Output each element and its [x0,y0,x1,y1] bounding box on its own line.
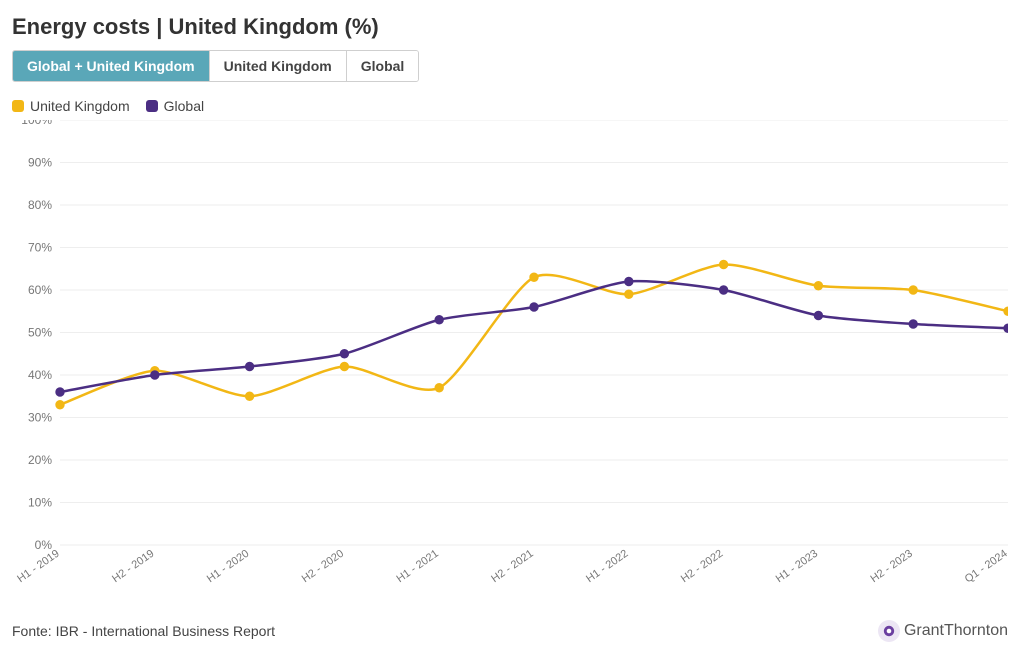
legend-label: Global [164,98,204,114]
legend-item-1[interactable]: Global [146,98,204,114]
data-point[interactable] [625,290,633,298]
chart-title: Energy costs | United Kingdom (%) [12,14,1008,40]
legend-label: United Kingdom [30,98,130,114]
data-point[interactable] [530,303,538,311]
legend-swatch-icon [146,100,158,112]
tab-2[interactable]: Global [347,51,419,81]
x-tick-label: H2 - 2019 [110,548,156,586]
x-tick-label: H2 - 2022 [679,548,725,586]
data-point[interactable] [435,384,443,392]
data-point[interactable] [435,316,443,324]
data-point[interactable] [625,277,633,285]
data-point[interactable] [245,362,253,370]
y-tick-label: 70% [28,241,52,255]
x-tick-label: H1 - 2020 [205,548,251,586]
chart-legend: United Kingdom Global [12,98,1008,114]
y-tick-label: 0% [35,538,53,552]
tab-0[interactable]: Global + United Kingdom [13,51,210,81]
line-chart-svg: 0% 10% 20% 30% 40% 50% 60% 70% 80% 90% 100% H1 - 20… [12,120,1008,590]
y-tick-label: 90% [28,156,52,170]
data-point[interactable] [909,286,917,294]
data-point[interactable] [245,392,253,400]
y-tick-label: 40% [28,368,52,382]
x-tick-label: H1 - 2019 [15,548,61,586]
x-tick-label: Q1 - 2024 [963,548,1008,586]
data-point[interactable] [340,362,348,370]
y-tick-label: 80% [28,198,52,212]
x-tick-label: H1 - 2022 [584,548,630,586]
x-tick-label: H2 - 2020 [300,548,346,586]
data-point[interactable] [814,311,822,319]
x-tick-label: H2 - 2023 [868,548,914,586]
tab-1[interactable]: United Kingdom [210,51,347,81]
data-point[interactable] [151,371,159,379]
brand-mark-icon [878,620,900,642]
y-tick-label: 50% [28,326,52,340]
data-point[interactable] [340,350,348,358]
y-tick-label: 10% [28,496,52,510]
data-point[interactable] [1004,324,1008,332]
data-point[interactable] [814,282,822,290]
data-point[interactable] [719,260,727,268]
data-point[interactable] [1004,307,1008,315]
x-tick-label: H1 - 2023 [774,548,820,586]
data-point[interactable] [56,388,64,396]
series-line-0 [60,264,1008,404]
x-tick-label: H1 - 2021 [394,548,440,586]
source-text: Fonte: IBR - International Business Repo… [12,623,275,639]
brand-logo: GrantThornton [878,620,1008,642]
data-point[interactable] [56,401,64,409]
series-tabs: Global + United KingdomUnited KingdomGlo… [12,50,419,82]
brand-name: GrantThornton [904,622,1008,640]
y-tick-label: 20% [28,453,52,467]
legend-swatch-icon [12,100,24,112]
y-tick-label: 30% [28,411,52,425]
y-tick-label: 100% [21,120,52,127]
data-point[interactable] [530,273,538,281]
y-tick-label: 60% [28,283,52,297]
x-tick-label: H2 - 2021 [489,548,535,586]
data-point[interactable] [719,286,727,294]
legend-item-0[interactable]: United Kingdom [12,98,130,114]
data-point[interactable] [909,320,917,328]
chart: 0% 10% 20% 30% 40% 50% 60% 70% 80% 90% 100% H1 - 20… [12,120,1008,616]
